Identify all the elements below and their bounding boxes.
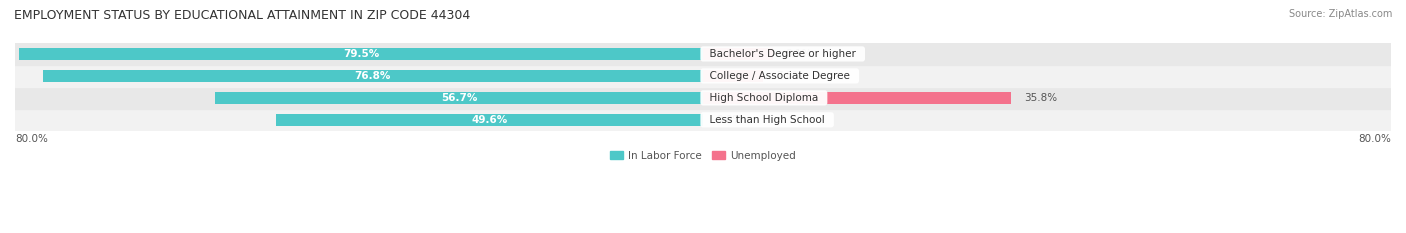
Text: 76.8%: 76.8% — [354, 71, 391, 81]
Bar — [15, 43, 1391, 65]
Bar — [20, 48, 703, 60]
Text: 80.0%: 80.0% — [15, 134, 48, 144]
Text: Bachelor's Degree or higher: Bachelor's Degree or higher — [703, 49, 862, 59]
Text: 35.8%: 35.8% — [1024, 93, 1057, 103]
Text: 80.0%: 80.0% — [1358, 134, 1391, 144]
Text: EMPLOYMENT STATUS BY EDUCATIONAL ATTAINMENT IN ZIP CODE 44304: EMPLOYMENT STATUS BY EDUCATIONAL ATTAINM… — [14, 9, 471, 22]
Text: 49.6%: 49.6% — [471, 115, 508, 125]
Bar — [15, 87, 1391, 109]
Text: College / Associate Degree: College / Associate Degree — [703, 71, 856, 81]
Bar — [215, 92, 703, 104]
Text: High School Diploma: High School Diploma — [703, 93, 825, 103]
Bar — [15, 65, 1391, 87]
Bar — [15, 109, 1391, 131]
Text: 56.7%: 56.7% — [441, 93, 478, 103]
Bar — [703, 48, 773, 60]
Legend: In Labor Force, Unemployed: In Labor Force, Unemployed — [606, 147, 800, 165]
Bar — [703, 92, 1011, 104]
Text: Less than High School: Less than High School — [703, 115, 831, 125]
Text: 0.0%: 0.0% — [716, 115, 742, 125]
Bar — [42, 70, 703, 82]
Text: 79.5%: 79.5% — [343, 49, 380, 59]
Text: 8.1%: 8.1% — [786, 49, 813, 59]
Text: 7.0%: 7.0% — [776, 71, 803, 81]
Text: Source: ZipAtlas.com: Source: ZipAtlas.com — [1288, 9, 1392, 19]
Bar — [277, 114, 703, 126]
Bar — [703, 70, 763, 82]
